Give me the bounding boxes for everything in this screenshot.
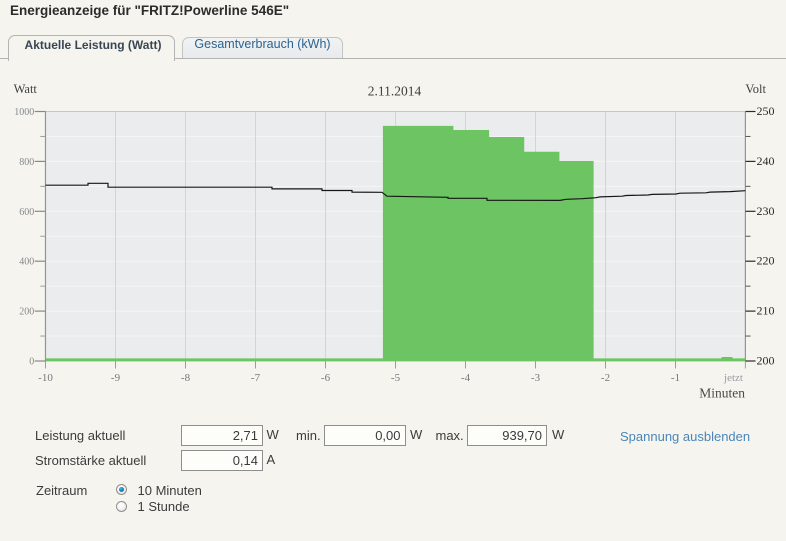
svg-text:230: 230 (757, 204, 775, 218)
svg-text:jetzt: jetzt (723, 372, 743, 384)
svg-text:200: 200 (757, 354, 775, 368)
svg-text:-9: -9 (111, 372, 121, 384)
svg-text:250: 250 (757, 104, 775, 118)
svg-text:200: 200 (19, 307, 34, 318)
svg-text:2.11.2014: 2.11.2014 (368, 84, 422, 99)
svg-text:-8: -8 (181, 372, 191, 384)
svg-text:210: 210 (757, 304, 775, 318)
svg-text:-7: -7 (251, 372, 261, 384)
svg-text:0: 0 (29, 357, 34, 368)
svg-text:-3: -3 (531, 372, 541, 384)
svg-text:600: 600 (19, 207, 34, 218)
svg-text:-10: -10 (38, 372, 53, 384)
svg-text:800: 800 (19, 157, 34, 168)
svg-text:Minuten: Minuten (699, 386, 745, 401)
svg-text:Volt: Volt (745, 82, 766, 96)
svg-text:-2: -2 (601, 372, 610, 384)
svg-text:400: 400 (19, 257, 34, 268)
svg-text:Watt: Watt (14, 82, 38, 96)
svg-text:220: 220 (757, 254, 775, 268)
svg-text:-6: -6 (321, 372, 331, 384)
svg-text:-1: -1 (671, 372, 680, 384)
svg-text:240: 240 (757, 154, 775, 168)
svg-text:1000: 1000 (14, 107, 34, 118)
svg-text:-5: -5 (391, 372, 401, 384)
svg-text:-4: -4 (461, 372, 471, 384)
